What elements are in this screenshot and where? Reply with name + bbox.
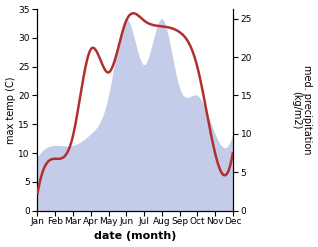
Y-axis label: med. precipitation
(kg/m2): med. precipitation (kg/m2) bbox=[291, 65, 313, 155]
X-axis label: date (month): date (month) bbox=[94, 231, 176, 242]
Y-axis label: max temp (C): max temp (C) bbox=[5, 76, 16, 144]
